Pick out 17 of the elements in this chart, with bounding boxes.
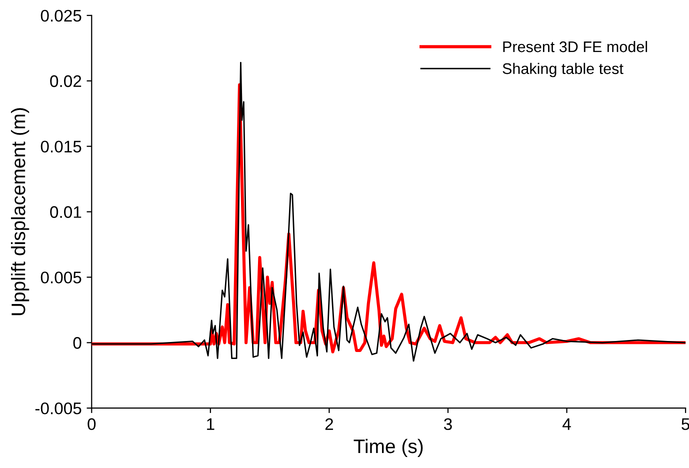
legend-label: Shaking table test (502, 62, 624, 78)
y-tick-label: 0.01 (50, 206, 82, 218)
y-tick-label: 0 (73, 337, 82, 349)
y-tick-label: 0.015 (40, 140, 82, 153)
x-tick-label: 4 (562, 418, 571, 430)
x-tick-label: 3 (444, 418, 452, 430)
x-tick-label: 5 (682, 418, 689, 430)
x-tick-label: 2 (325, 418, 333, 430)
y-tick-label: 0.02 (50, 75, 82, 88)
y-tick-label: 0.005 (40, 272, 82, 284)
x-tick-label: 1 (207, 418, 214, 430)
x-axis-title: Time (s) (354, 438, 423, 458)
y-tick-label: 0.025 (40, 10, 82, 22)
x-tick-label: 0 (88, 418, 96, 430)
y-axis-title: Upplift displacement (m) (10, 108, 30, 316)
legend-label: Present 3D FE model (503, 40, 648, 52)
y-tick-label: -0.005 (35, 402, 82, 414)
